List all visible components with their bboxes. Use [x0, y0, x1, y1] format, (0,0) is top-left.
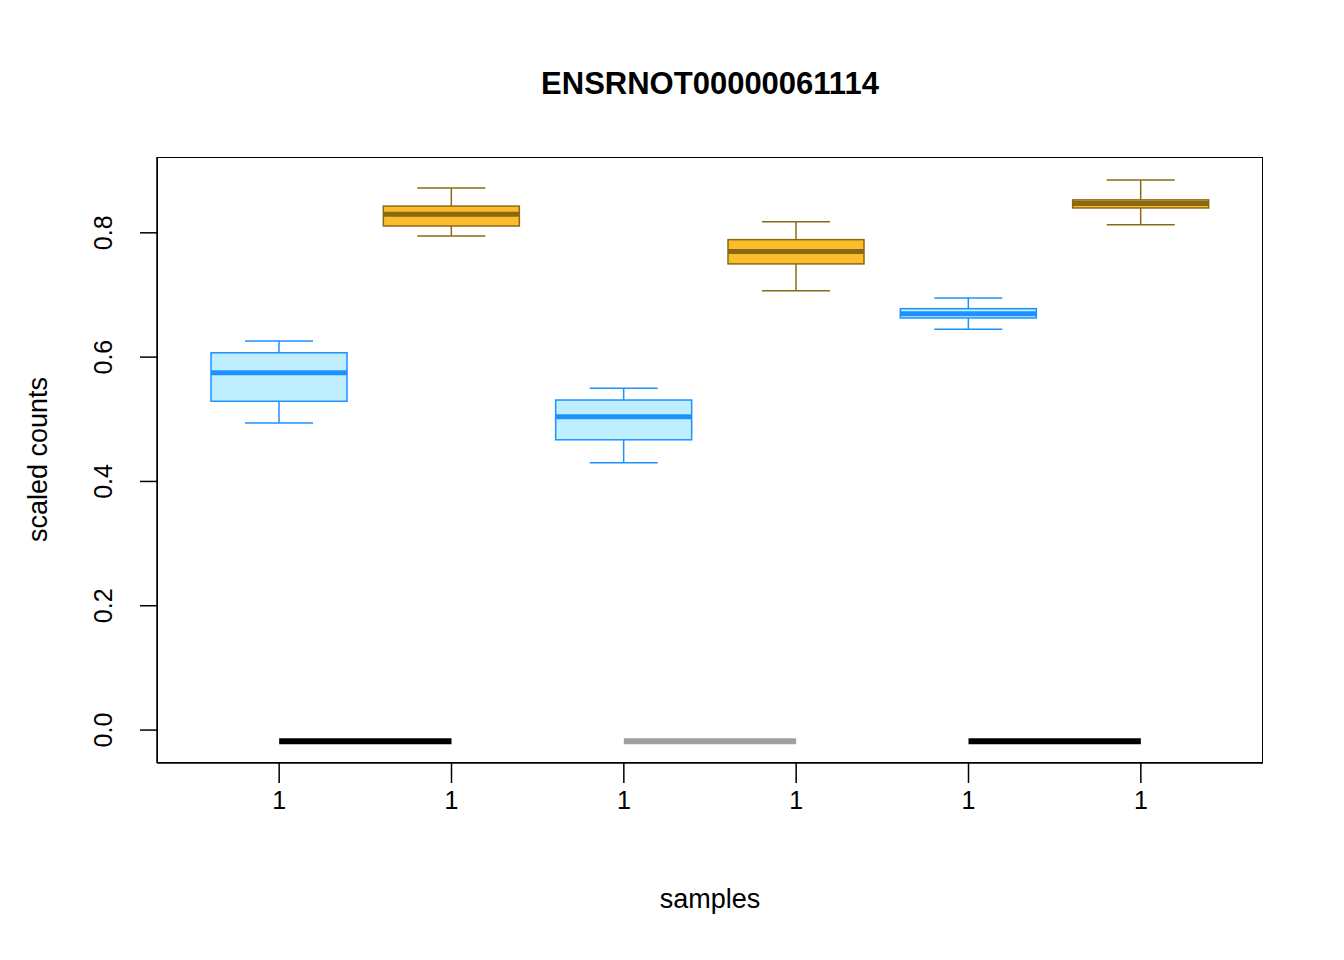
svg-text:1: 1 — [617, 786, 631, 814]
svg-text:1: 1 — [272, 786, 286, 814]
html-text:scaled counts: scaled counts — [22, 377, 53, 543]
svg-text:0.6: 0.6 — [89, 340, 117, 375]
svg-text:0.4: 0.4 — [89, 464, 117, 499]
svg-text:0.8: 0.8 — [89, 215, 117, 250]
html-text:samples: samples — [659, 884, 761, 914]
svg-text:1: 1 — [789, 786, 803, 814]
svg-text:1: 1 — [962, 786, 976, 814]
svg-text:0.2: 0.2 — [89, 588, 117, 623]
svg-text:0.0: 0.0 — [89, 713, 117, 748]
svg-text:1: 1 — [445, 786, 459, 814]
svg-text:1: 1 — [1134, 786, 1148, 814]
html-text:ENSRNOT00000061114: ENSRNOT00000061114 — [541, 66, 879, 101]
